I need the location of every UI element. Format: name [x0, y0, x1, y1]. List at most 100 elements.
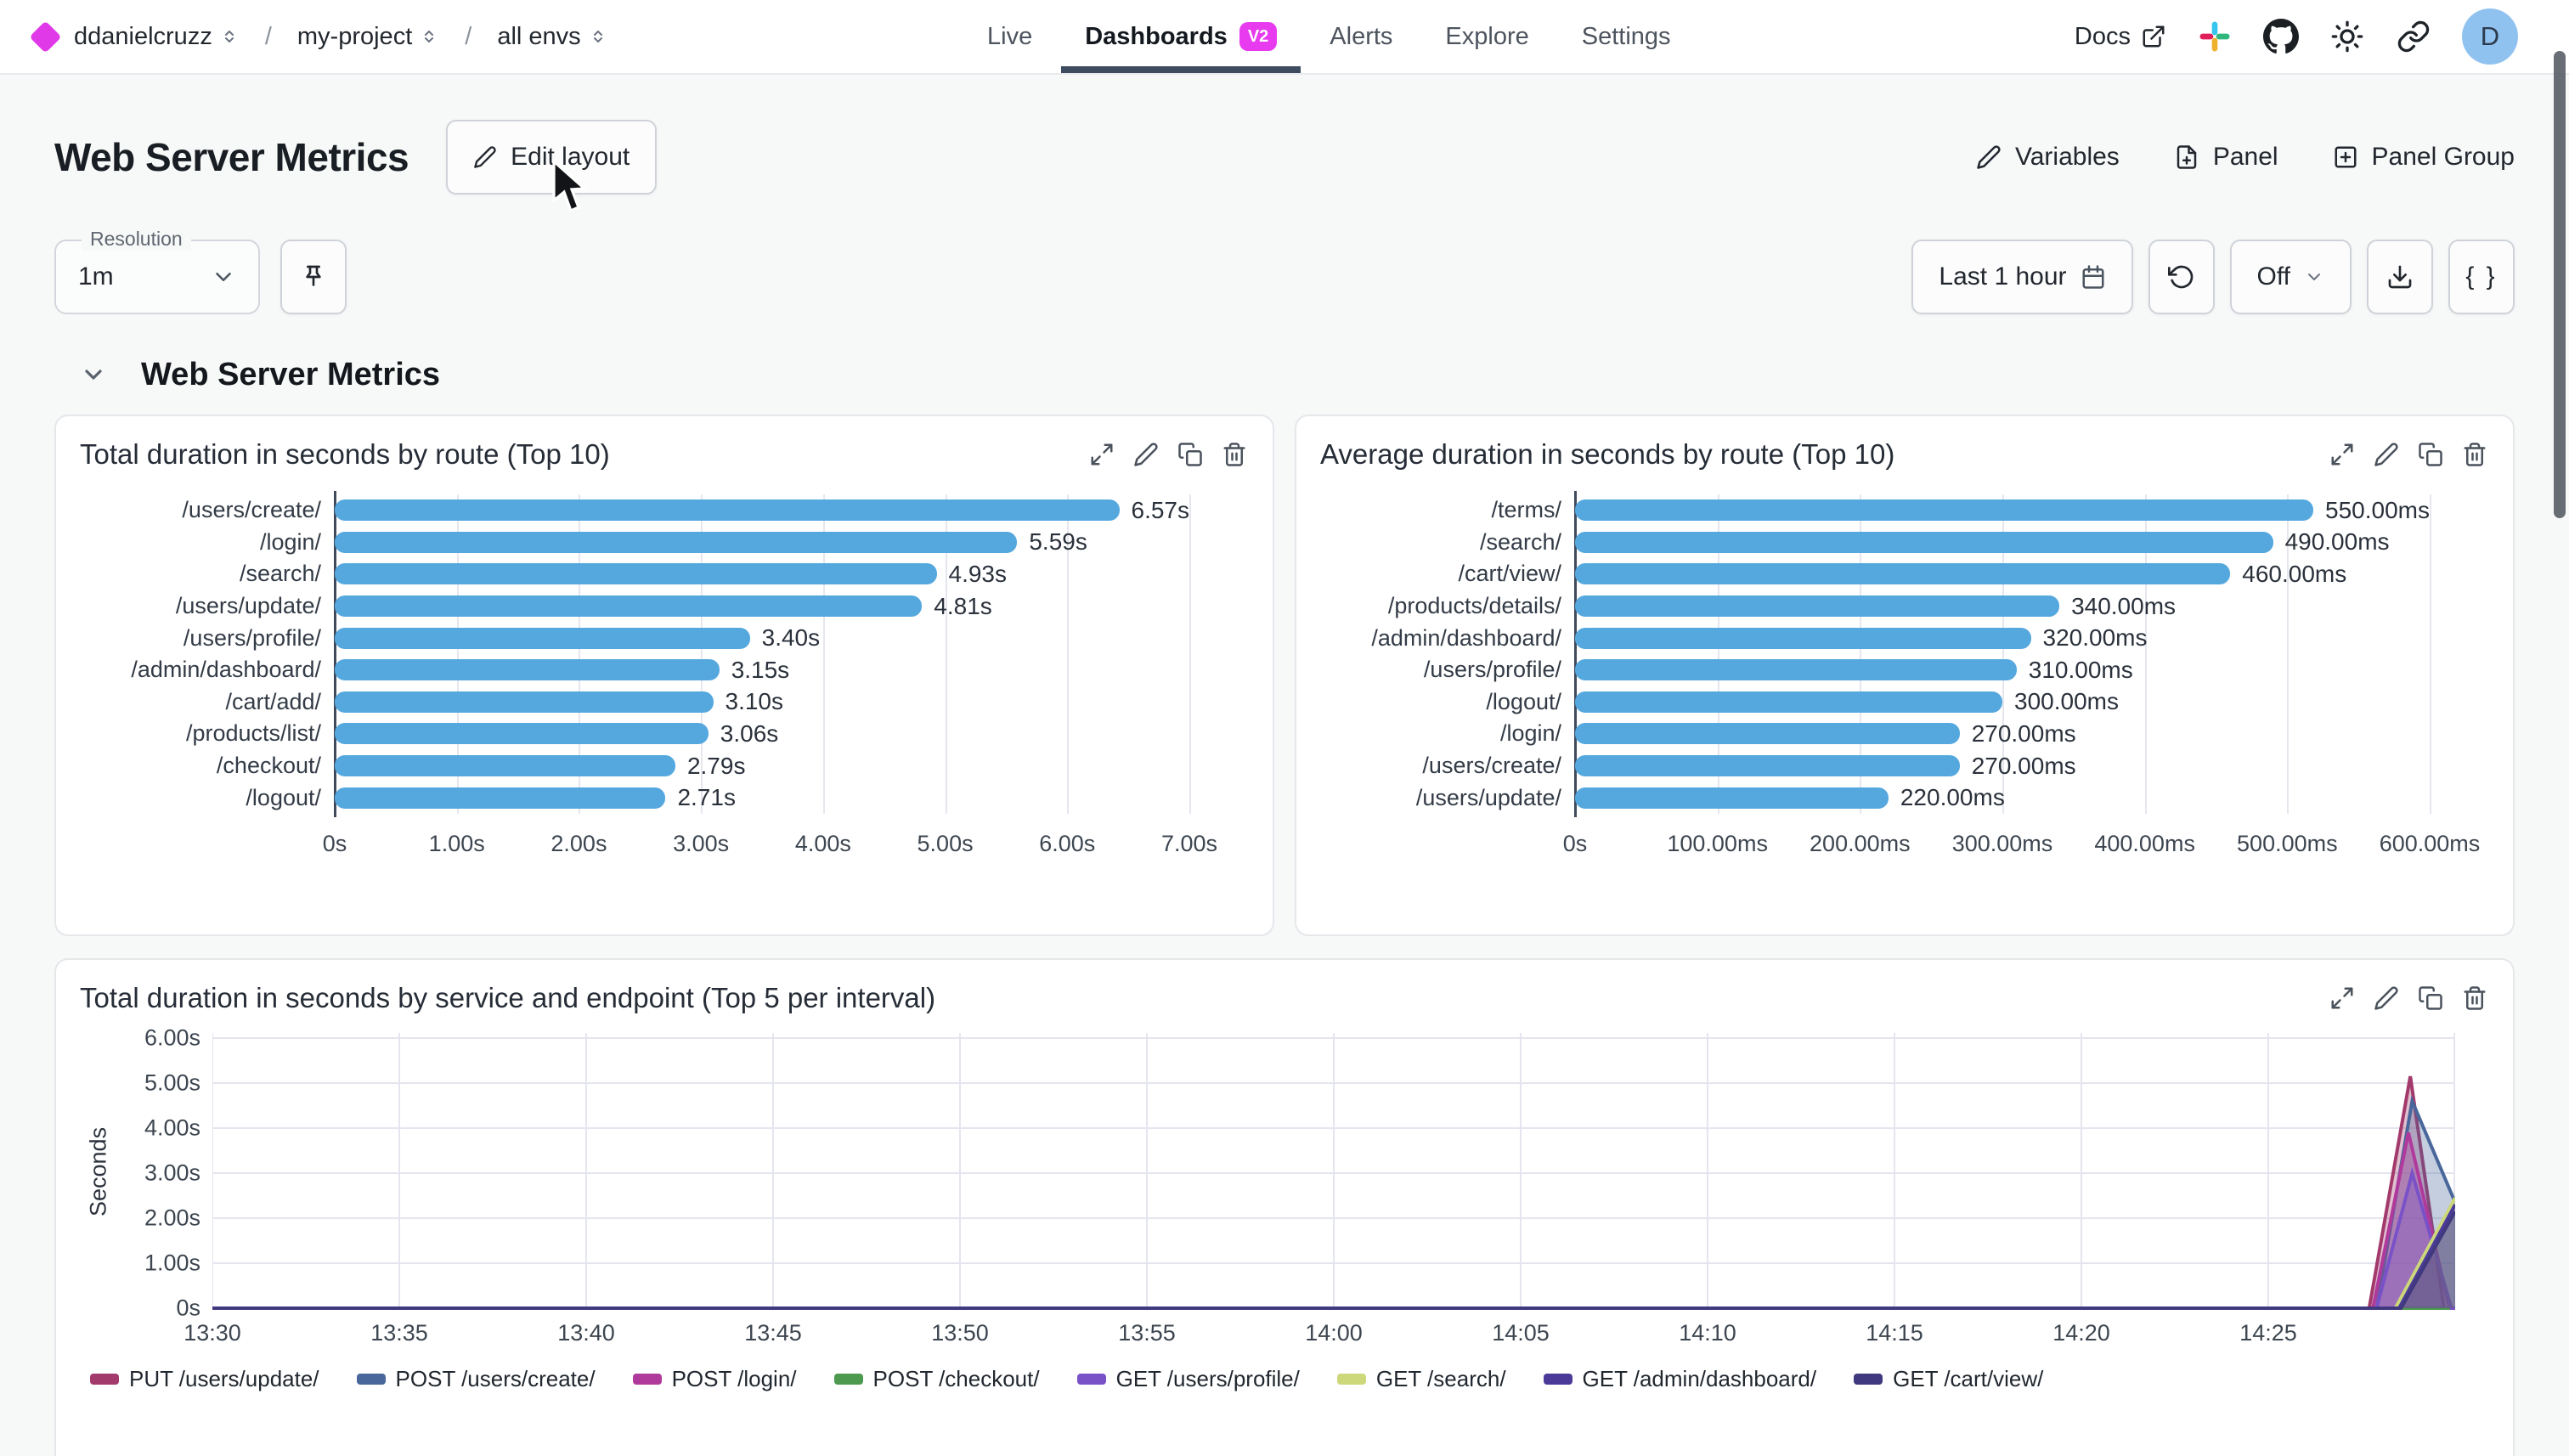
legend-item[interactable]: POST /checkout/	[833, 1366, 1040, 1392]
legend-swatch	[1336, 1374, 1366, 1385]
legend-item[interactable]: PUT /users/update/	[90, 1366, 319, 1392]
scroll-corner	[2452, 1390, 2476, 1439]
add-panel-group-button[interactable]: Panel Group	[2333, 143, 2515, 172]
hbar-chart: /users/create/ /login/ /search/ /users/upda…	[80, 491, 1249, 863]
breadcrumb-env[interactable]: all envs	[497, 23, 607, 51]
download-button[interactable]	[2367, 240, 2433, 314]
duplicate-icon[interactable]	[2416, 984, 2445, 1013]
bar-value-label: 300.00ms	[2014, 688, 2119, 715]
panel-title: Average duration in seconds by route (To…	[1320, 438, 1895, 470]
breadcrumb-project[interactable]: my-project	[297, 23, 439, 51]
breadcrumb-project-label: my-project	[296, 22, 413, 50]
x-axis-tick-label: 500.00ms	[2237, 831, 2338, 856]
auto-refresh-value: Off	[2256, 262, 2290, 291]
nav-tab-label: Dashboards	[1085, 22, 1228, 50]
bar-value-label: 310.00ms	[2028, 656, 2133, 683]
app-logo-icon[interactable]	[29, 20, 62, 54]
x-axis-tick-label: 1.00s	[428, 831, 485, 856]
duplicate-icon[interactable]	[1176, 440, 1205, 469]
section-title: Web Server Metrics	[141, 356, 441, 392]
selector-icon	[219, 26, 240, 47]
panel-title: Total duration in seconds by route (Top …	[80, 438, 610, 470]
calendar-icon	[2082, 265, 2104, 289]
delete-icon[interactable]	[2460, 984, 2489, 1013]
page-title: Web Server Metrics	[54, 135, 409, 179]
bar-row: 4.93s	[335, 558, 1189, 590]
share-link-icon[interactable]	[2396, 19, 2431, 54]
bar	[1575, 787, 1889, 809]
legend-item[interactable]: POST /users/create/	[356, 1366, 596, 1392]
legend-item[interactable]: GET /cart/view/	[1854, 1366, 2043, 1392]
bar-value-label: 2.71s	[677, 784, 736, 811]
collapse-chevron-icon[interactable]	[80, 361, 107, 388]
bar-row: 490.00ms	[1575, 527, 2430, 559]
expand-icon[interactable]	[2328, 984, 2357, 1013]
user-avatar[interactable]: D	[2462, 8, 2518, 65]
edit-layout-button[interactable]: Edit layout	[446, 120, 658, 195]
bar-category-label: /admin/dashboard/	[1371, 624, 1561, 651]
docs-link[interactable]: Docs	[2075, 23, 2166, 51]
expand-icon[interactable]	[2328, 440, 2357, 469]
edit-icon[interactable]	[2372, 984, 2401, 1013]
duplicate-icon[interactable]	[2416, 440, 2445, 469]
bar	[1575, 499, 2314, 522]
bar-row: 270.00ms	[1575, 718, 2430, 750]
auto-refresh-select[interactable]: Off	[2229, 240, 2352, 314]
refresh-icon	[2167, 265, 2193, 289]
nav-tab-label: Settings	[1581, 22, 1671, 50]
delete-icon[interactable]	[1220, 440, 1249, 469]
bar-category-label: /cart/add/	[225, 688, 321, 714]
breadcrumb: ddanielcruzz / my-project / all envs	[29, 20, 608, 54]
pin-button[interactable]	[280, 240, 347, 314]
json-view-button[interactable]: { }	[2448, 240, 2515, 314]
bar-value-label: 6.57s	[1131, 496, 1190, 523]
panel-group-label: Panel Group	[2371, 143, 2515, 171]
edit-icon[interactable]	[1132, 440, 1160, 469]
legend-item[interactable]: GET /admin/dashboard/	[1543, 1366, 1816, 1392]
y-axis-label: Seconds	[85, 1126, 111, 1216]
pin-icon	[306, 265, 321, 286]
x-axis-tick-label: 200.00ms	[1810, 831, 1911, 856]
resolution-select[interactable]: Resolution 1m	[54, 228, 260, 314]
edit-icon[interactable]	[2372, 440, 2401, 469]
bar-value-label: 4.81s	[934, 592, 992, 619]
nav-tab-dashboards[interactable]: Dashboards V2	[1061, 0, 1301, 73]
bar-category-label: /logout/	[246, 784, 321, 810]
variables-button[interactable]: Variables	[1976, 143, 2120, 172]
download-icon	[2388, 265, 2412, 289]
bar	[335, 595, 923, 618]
legend-item[interactable]: GET /search/	[1336, 1366, 1506, 1392]
breadcrumb-separator: /	[465, 22, 472, 50]
bar-category-label: /login/	[1499, 720, 1561, 747]
gridline	[1717, 494, 1719, 814]
series-line	[212, 1211, 2457, 1310]
bar	[1575, 691, 2002, 713]
bar	[1575, 531, 2273, 553]
pencil-icon	[474, 146, 496, 168]
file-plus-icon	[2177, 145, 2197, 169]
refresh-button[interactable]	[2148, 240, 2215, 314]
panel-actions	[1087, 440, 1249, 469]
nav-tab-alerts[interactable]: Alerts	[1328, 0, 1394, 73]
legend-item[interactable]: GET /users/profile/	[1076, 1366, 1300, 1392]
vertical-scrollbar-thumb[interactable]	[2554, 51, 2566, 518]
variables-label: Variables	[2014, 143, 2120, 171]
add-panel-button[interactable]: Panel	[2174, 143, 2278, 172]
bar-category-label: /cart/view/	[1458, 561, 1561, 587]
theme-toggle-sun-icon[interactable]	[2329, 19, 2365, 54]
breadcrumb-org[interactable]: ddanielcruzz	[74, 23, 240, 51]
github-icon[interactable]	[2263, 19, 2299, 54]
legend-label: PUT /users/update/	[129, 1366, 319, 1391]
gridline	[456, 494, 459, 814]
legend-item[interactable]: POST /login/	[632, 1366, 797, 1392]
nav-tab-settings[interactable]: Settings	[1580, 0, 1673, 73]
time-range-button[interactable]: Last 1 hour	[1911, 240, 2133, 314]
delete-icon[interactable]	[2460, 440, 2489, 469]
expand-icon[interactable]	[1087, 440, 1116, 469]
nav-tab-explore[interactable]: Explore	[1443, 0, 1530, 73]
nav-tab-live[interactable]: Live	[985, 0, 1034, 73]
bar-value-label: 2.79s	[686, 752, 746, 779]
bar-row: 4.81s	[335, 590, 1189, 623]
slack-icon[interactable]	[2197, 19, 2233, 54]
bar-row: 3.40s	[335, 622, 1189, 654]
